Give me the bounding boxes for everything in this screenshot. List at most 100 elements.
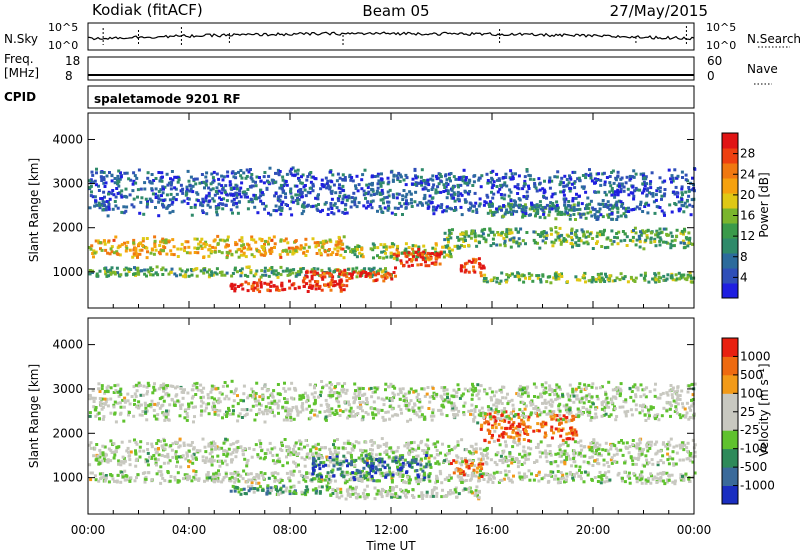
heatmap-cell — [308, 456, 311, 460]
heatmap-cell — [154, 196, 158, 199]
heatmap-cell — [564, 441, 568, 444]
heatmap-cell — [213, 480, 217, 484]
heatmap-cell — [93, 446, 97, 450]
heatmap-cell — [215, 267, 219, 271]
heatmap-cell — [485, 172, 489, 176]
heatmap-cell — [293, 287, 297, 291]
heatmap-cell — [92, 255, 95, 259]
heatmap-cell — [351, 267, 355, 271]
heatmap-cell — [336, 268, 340, 272]
heatmap-cell — [647, 461, 651, 465]
heatmap-cell — [619, 239, 623, 243]
heatmap-cell — [413, 182, 417, 186]
heatmap-cell — [174, 198, 178, 202]
heatmap-cell — [635, 442, 639, 446]
heatmap-cell — [143, 272, 147, 276]
heatmap-cell — [443, 186, 447, 189]
heatmap-cell — [375, 492, 379, 496]
heatmap-cell — [234, 455, 238, 459]
heatmap-cell — [432, 212, 436, 216]
heatmap-cell — [423, 193, 427, 197]
heatmap-cell — [289, 172, 293, 176]
heatmap-cell — [258, 237, 262, 241]
heatmap-cell — [578, 465, 582, 469]
heatmap-cell — [213, 250, 217, 254]
heatmap-cell — [586, 460, 590, 464]
heatmap-cell — [225, 254, 229, 258]
heatmap-cell — [504, 455, 508, 459]
heatmap-cell — [159, 249, 163, 253]
heatmap-cell — [195, 274, 199, 278]
heatmap-cell — [631, 235, 635, 239]
heatmap-cell — [268, 491, 272, 495]
heatmap-cell — [269, 213, 273, 217]
heatmap-cell — [662, 472, 666, 476]
heatmap-cell — [642, 447, 645, 451]
heatmap-cell — [460, 193, 464, 197]
heatmap-cell — [668, 203, 672, 207]
heatmap-cell — [101, 444, 105, 448]
heatmap-cell — [683, 443, 687, 447]
heatmap-cell — [345, 473, 349, 477]
heatmap-cell — [204, 196, 208, 200]
heatmap-cell — [610, 171, 614, 174]
heatmap-cell — [342, 460, 346, 464]
heatmap-cell — [343, 176, 347, 179]
heatmap-cell — [350, 488, 354, 492]
heatmap-cell — [473, 204, 476, 208]
heatmap-cell — [576, 177, 580, 181]
heatmap-cell — [616, 215, 620, 219]
heatmap-cell — [360, 254, 364, 258]
heatmap-cell — [622, 212, 626, 216]
heatmap-cell — [599, 481, 603, 485]
heatmap-cell — [477, 476, 481, 480]
heatmap-cell — [393, 458, 397, 462]
heatmap-cell — [378, 479, 381, 483]
heatmap-cell — [110, 271, 114, 275]
heatmap-cell — [608, 175, 612, 178]
heatmap-cell — [522, 280, 526, 284]
heatmap-cell — [653, 272, 657, 276]
heatmap-cell — [398, 495, 402, 499]
heatmap-cell — [543, 205, 547, 209]
heatmap-cell — [532, 238, 536, 242]
heatmap-cell — [447, 449, 451, 452]
heatmap-cell — [601, 202, 605, 206]
heatmap-cell — [156, 273, 160, 277]
heatmap-cell — [151, 192, 155, 196]
heatmap-cell — [241, 453, 245, 457]
heatmap-cell — [686, 441, 690, 445]
heatmap-cell — [645, 229, 648, 233]
heatmap-cell — [175, 192, 179, 196]
heatmap-cell — [318, 248, 321, 252]
heatmap-cell — [641, 191, 644, 195]
heatmap-cell — [96, 454, 100, 458]
heatmap-cell — [538, 200, 542, 204]
heatmap-cell — [281, 288, 285, 292]
heatmap-cell — [637, 234, 641, 238]
heatmap-cell — [343, 481, 347, 485]
heatmap-cell — [353, 248, 357, 252]
heatmap-cell — [110, 192, 114, 196]
heatmap-cell — [637, 452, 641, 456]
heatmap-cell — [326, 471, 330, 475]
heatmap-cell — [410, 259, 414, 263]
heatmap-cell — [209, 188, 213, 192]
colorbar-tick-label: 12 — [740, 229, 755, 243]
heatmap-cell — [207, 268, 211, 272]
heatmap-cell — [427, 183, 431, 187]
heatmap-cell — [273, 461, 277, 465]
heatmap-cell — [425, 492, 429, 496]
heatmap-cell — [504, 440, 507, 444]
heatmap-cell — [314, 280, 317, 284]
heatmap-cell — [416, 482, 420, 486]
heatmap-cell — [153, 243, 157, 247]
heatmap-cell — [553, 175, 557, 179]
heatmap-cell — [117, 459, 121, 463]
heatmap-cell — [373, 486, 377, 490]
heatmap-cell — [681, 176, 684, 179]
heatmap-cell — [619, 272, 623, 276]
heatmap-cell — [459, 232, 463, 236]
heatmap-cell — [474, 447, 478, 451]
heatmap-cell — [235, 448, 239, 452]
